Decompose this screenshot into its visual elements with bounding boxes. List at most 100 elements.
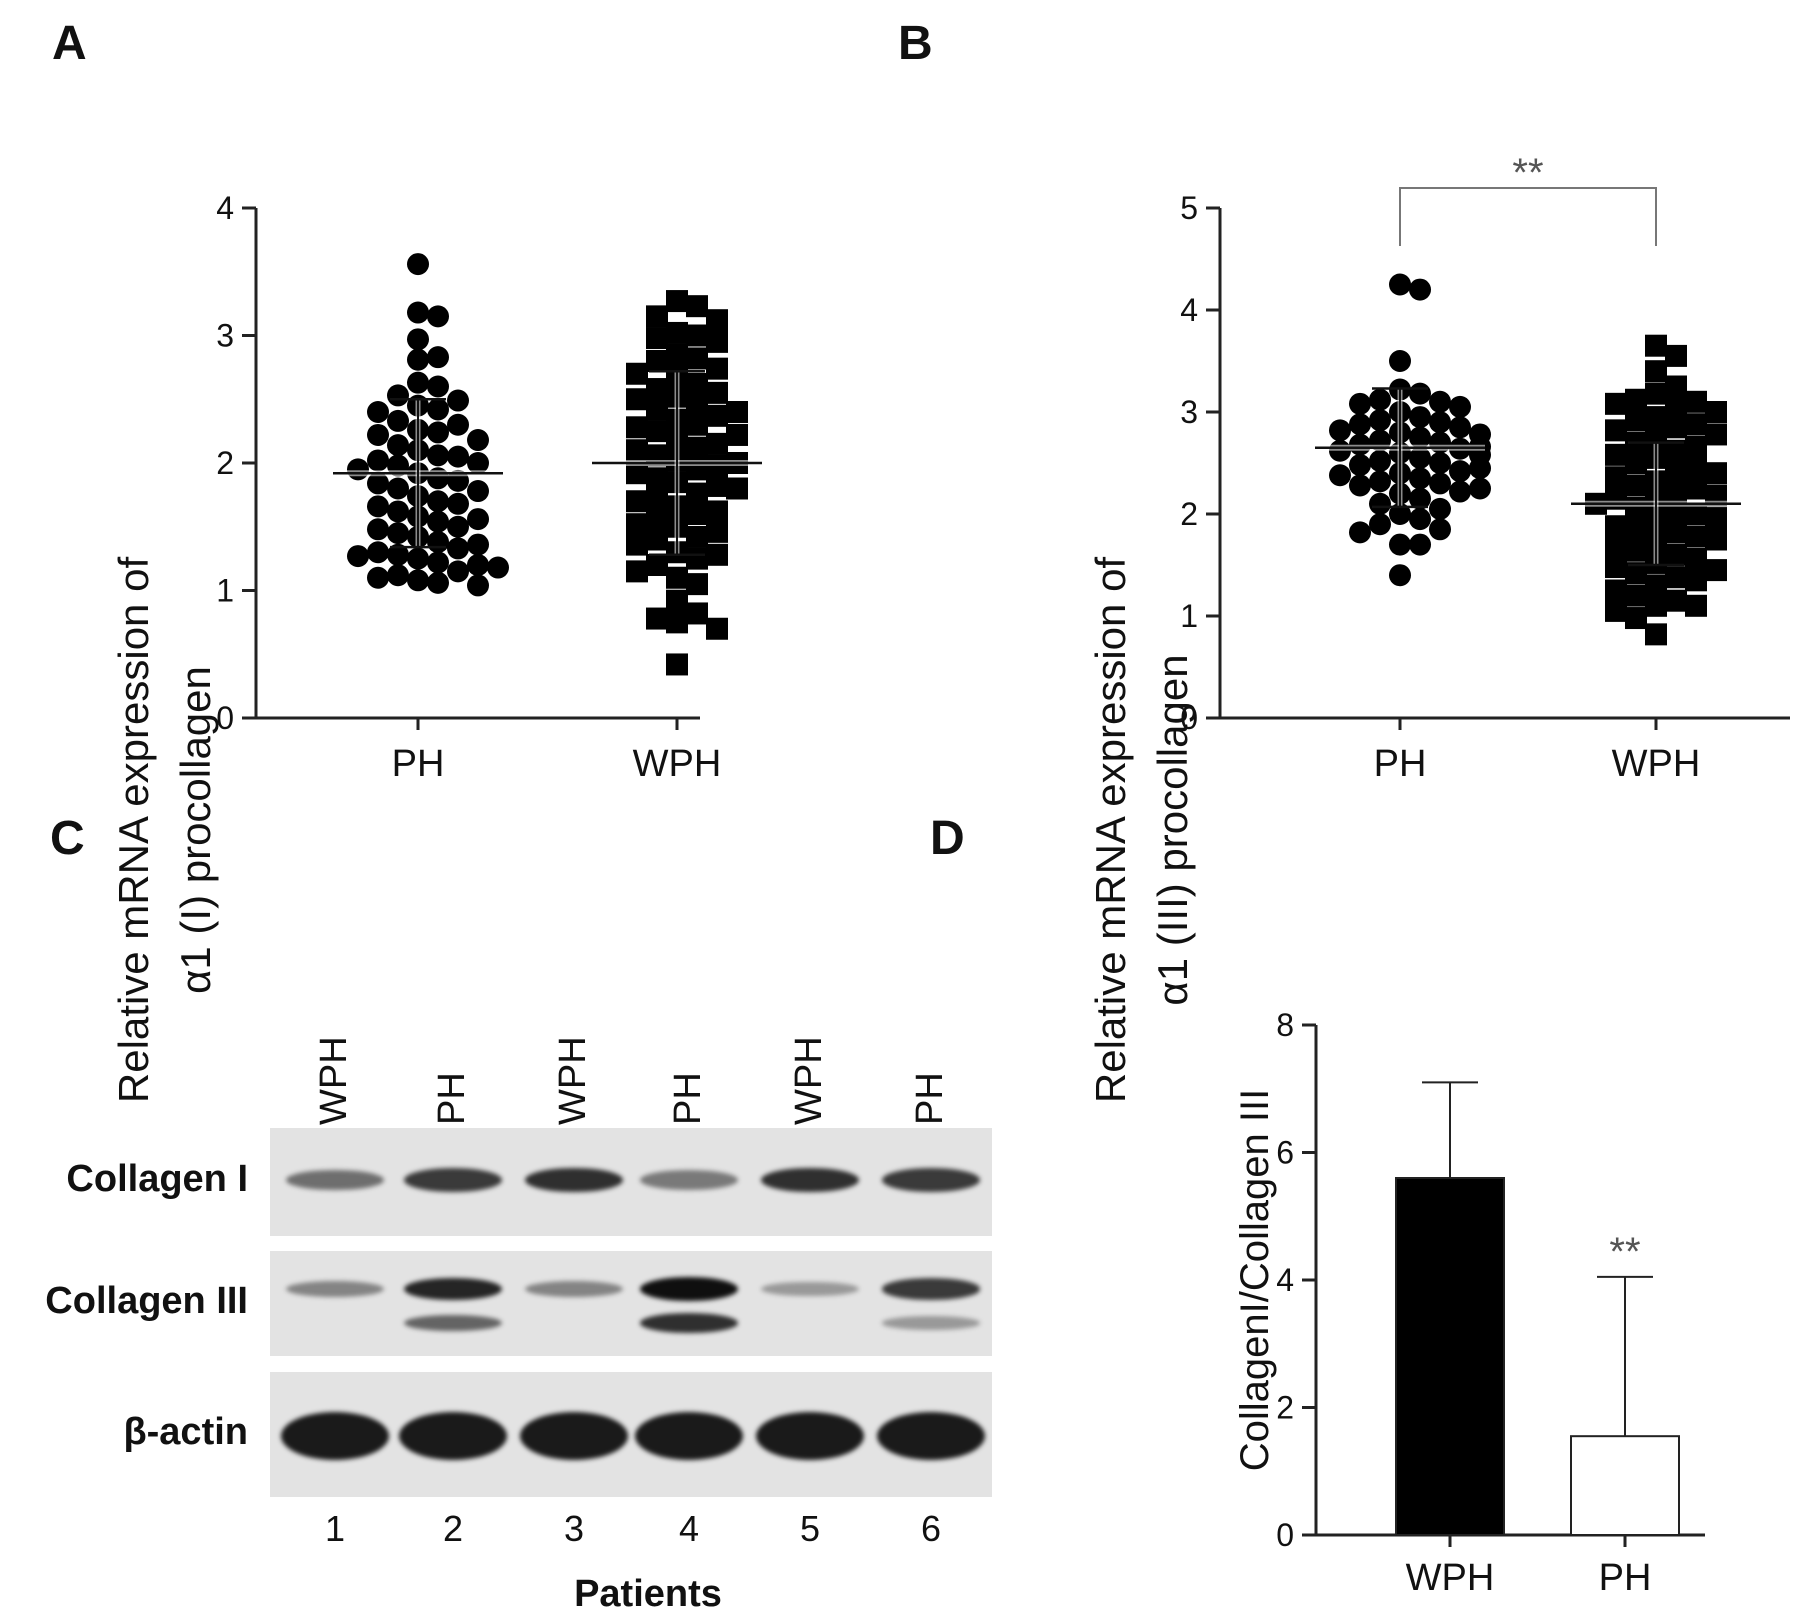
data-point-ph — [467, 554, 489, 576]
data-point-ph — [1349, 474, 1371, 497]
x-tick-label: PH — [392, 743, 445, 785]
data-point-ph — [1389, 273, 1411, 296]
data-point-wph — [686, 295, 708, 318]
data-point-wph — [646, 508, 668, 531]
data-point-ph — [407, 569, 429, 592]
data-point-wph — [666, 321, 688, 344]
data-point-wph — [706, 500, 728, 523]
data-point-ph — [1349, 433, 1371, 456]
data-point-wph — [1645, 382, 1667, 405]
data-point-wph — [706, 357, 728, 380]
data-point-ph — [447, 389, 469, 412]
data-point-ph — [1369, 409, 1391, 432]
data-point-ph — [367, 449, 389, 472]
data-point-ph — [427, 531, 449, 554]
data-point-wph — [1685, 525, 1707, 548]
data-point-wph — [666, 343, 688, 366]
data-point-ph — [447, 413, 469, 436]
y-tick-label: 8 — [1276, 1007, 1294, 1043]
data-point-wph — [626, 533, 648, 556]
data-point-wph — [1605, 599, 1627, 622]
data-point-ph — [427, 444, 449, 467]
data-point-wph — [1645, 594, 1667, 617]
data-point-wph — [686, 372, 708, 395]
y-axis-label: CollagenI/Collagen III — [1233, 1089, 1277, 1471]
collagen-iii-band-upper — [525, 1280, 623, 1298]
data-point-ph — [387, 522, 409, 545]
data-point-ph — [467, 533, 489, 556]
data-point-ph — [427, 551, 449, 574]
significance-label: ** — [1512, 151, 1543, 195]
data-point-wph — [626, 560, 648, 583]
data-point-wph — [706, 309, 728, 332]
beta-actin-band — [520, 1412, 628, 1460]
data-point-wph — [1685, 547, 1707, 570]
collagen-i-band — [882, 1168, 980, 1192]
data-point-wph — [1665, 416, 1687, 439]
blot-strip — [270, 1128, 992, 1236]
y-tick-label: 0 — [1276, 1517, 1294, 1553]
data-point-wph — [646, 305, 668, 328]
data-point-ph — [1409, 467, 1431, 490]
y-tick-label: 0 — [1180, 700, 1198, 736]
data-point-wph — [706, 543, 728, 566]
lane-number: 1 — [324, 1508, 346, 1549]
panel-letter-a: A — [52, 17, 87, 70]
data-point-wph — [686, 573, 708, 596]
data-point-ph — [1389, 564, 1411, 587]
data-point-wph — [646, 350, 668, 372]
data-point-ph — [1449, 480, 1471, 503]
data-point-wph — [646, 607, 668, 630]
data-point-wph — [686, 436, 708, 459]
data-point-wph — [666, 611, 688, 634]
collagen-i-band — [404, 1168, 502, 1192]
data-point-ph — [407, 547, 429, 570]
y-tick-label: 4 — [1276, 1262, 1294, 1298]
data-point-wph — [706, 617, 728, 640]
lane-header: WPH — [552, 1036, 594, 1125]
data-point-ph — [1349, 454, 1371, 477]
data-point-wph — [646, 467, 668, 490]
data-point-wph — [1645, 360, 1667, 383]
collagen-iii-band-upper — [761, 1281, 859, 1297]
data-point-ph — [1409, 278, 1431, 301]
blot-row-label: Collagen III — [45, 1279, 248, 1322]
data-point-ph — [1329, 419, 1351, 442]
data-point-wph — [1625, 496, 1647, 519]
data-point-wph — [1665, 480, 1687, 503]
data-point-ph — [387, 500, 409, 523]
data-point-wph — [1645, 406, 1667, 429]
data-point-wph — [626, 513, 648, 536]
collagen-i-band — [525, 1167, 623, 1193]
data-point-wph — [686, 393, 708, 416]
collagen-i-band — [640, 1170, 738, 1190]
data-point-wph — [1625, 409, 1647, 432]
data-point-ph — [367, 495, 389, 518]
data-point-wph — [626, 439, 648, 462]
x-tick-label: PH — [1374, 743, 1427, 785]
collagen-iii-band-upper — [882, 1278, 980, 1300]
data-point-wph — [646, 420, 668, 443]
data-point-wph — [1705, 462, 1727, 485]
data-point-ph — [1449, 460, 1471, 483]
data-point-ph — [447, 492, 469, 515]
data-point-wph — [1625, 518, 1647, 541]
data-point-ph — [367, 566, 389, 589]
data-point-wph — [1685, 456, 1707, 479]
data-point-wph — [1665, 375, 1687, 398]
data-point-wph — [1685, 435, 1707, 458]
lane-header: WPH — [788, 1036, 830, 1125]
y-tick-label: 3 — [1180, 394, 1198, 430]
data-point-wph — [1645, 623, 1667, 646]
data-point-wph — [626, 462, 648, 485]
data-point-wph — [1665, 543, 1687, 566]
data-point-ph — [1429, 497, 1451, 520]
data-point-ph — [367, 518, 389, 541]
data-point-ph — [407, 371, 429, 394]
y-tick-label: 3 — [216, 318, 234, 354]
lane-number: 5 — [799, 1508, 821, 1549]
data-point-wph — [1685, 390, 1707, 413]
data-point-ph — [1329, 464, 1351, 487]
collagen-i-band — [761, 1167, 859, 1193]
